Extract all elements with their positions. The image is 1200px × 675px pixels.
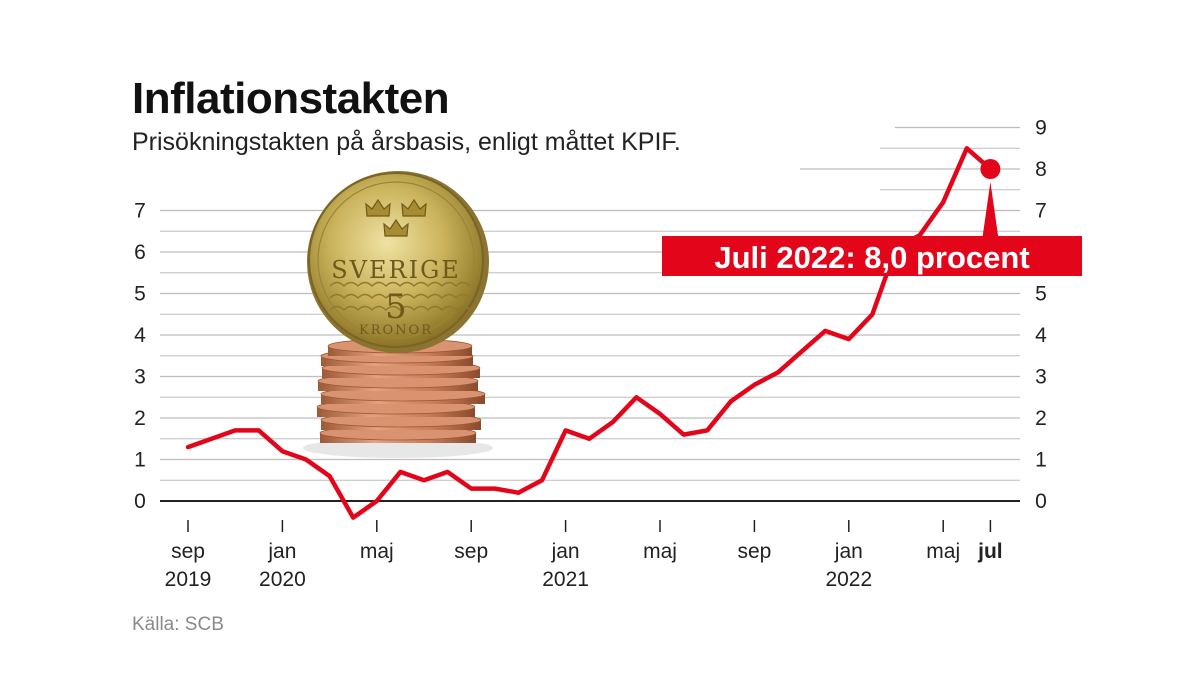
y-tick-label-right: 3 — [1035, 366, 1047, 389]
crown-icon — [383, 218, 409, 237]
x-tick-year: 2019 — [165, 568, 212, 591]
coin-wave-pattern — [329, 293, 471, 299]
y-tick-label-left: 7 — [134, 200, 146, 223]
chart-subtitle: Prisökningstakten på årsbasis, enligt må… — [132, 128, 681, 156]
coin-country-text: SVERIGE — [331, 256, 461, 284]
series-line — [185, 146, 993, 520]
x-tick-label: jan — [834, 540, 863, 563]
x-tick-label: sep — [454, 540, 488, 563]
y-tick-label-left: 6 — [134, 241, 146, 264]
y-tick-label-left: 4 — [134, 324, 146, 347]
x-tick-year: 2021 — [542, 568, 589, 591]
x-tick-label: sep — [737, 540, 771, 563]
y-tick-label-left: 1 — [134, 449, 146, 472]
annotation-callout: Juli 2022: 8,0 procent — [662, 182, 1082, 276]
x-tick-year: 2022 — [825, 568, 872, 591]
series-line-layer — [185, 146, 1001, 520]
callout-box — [662, 236, 1082, 276]
y-tick-label-left: 5 — [134, 283, 146, 306]
coin-wave-pattern — [329, 281, 471, 287]
crown-icon — [365, 198, 391, 217]
y-tick-label-left: 3 — [134, 366, 146, 389]
y-tick-label-right: 2 — [1035, 407, 1047, 430]
grid-lines — [160, 126, 1020, 502]
x-tick-label: maj — [360, 540, 394, 563]
x-tick-label: jan — [551, 540, 580, 563]
x-tick-year: 2020 — [259, 568, 306, 591]
x-tick-label: maj — [643, 540, 677, 563]
y-tick-label-right: 9 — [1035, 117, 1047, 140]
x-tick-label: maj — [926, 540, 960, 563]
y-tick-label-right: 0 — [1035, 490, 1047, 513]
coin-unit-text: KRONOR — [359, 323, 433, 338]
y-tick-label-right: 5 — [1035, 283, 1047, 306]
coin-wave-pattern — [329, 305, 471, 311]
gold-coin-inner-ring — [317, 181, 475, 339]
chart-title: Inflationstakten — [132, 74, 449, 123]
end-point-marker — [980, 159, 1001, 179]
x-tick-label: jan — [267, 540, 296, 563]
source-label: Källa: SCB — [132, 614, 224, 635]
gold-coin — [308, 172, 484, 348]
crown-icon — [401, 198, 427, 217]
x-tick-label: sep — [171, 540, 205, 563]
y-tick-label-left: 0 — [134, 490, 146, 513]
y-tick-label-left: 2 — [134, 407, 146, 430]
x-tick-label: jul — [977, 540, 1003, 563]
coin-value-text: 5 — [385, 287, 407, 327]
y-tick-label-right: 4 — [1035, 324, 1047, 347]
callout-pointer — [982, 182, 999, 238]
tick-labels: 012345670123456789sep2019jan2020majsepja… — [134, 117, 1047, 592]
y-tick-label-right: 1 — [1035, 449, 1047, 472]
y-tick-label-right: 7 — [1035, 200, 1047, 223]
callout-text: Juli 2022: 8,0 procent — [714, 240, 1029, 275]
y-tick-label-right: 8 — [1035, 158, 1047, 181]
